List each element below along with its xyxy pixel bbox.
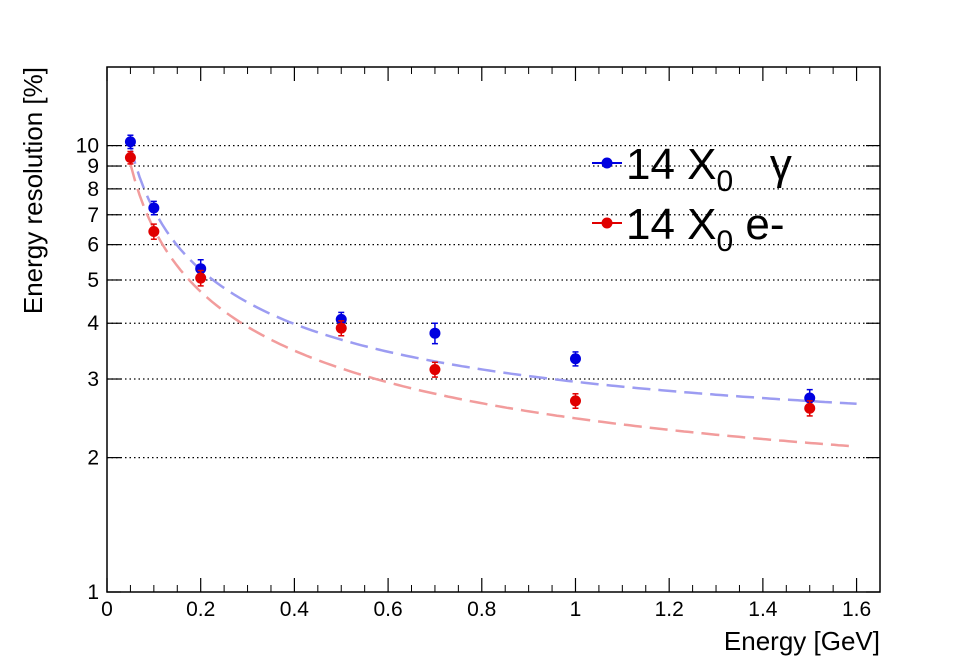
x-tick-label: 1.4	[748, 598, 778, 621]
legend-label: 14 X0 γ	[626, 140, 792, 198]
data-point	[804, 402, 816, 414]
y-tick-label: 7	[87, 204, 99, 227]
data-point	[195, 272, 207, 284]
grid-lines	[107, 145, 880, 459]
fit-curve-0	[129, 146, 857, 406]
y-tick-label: 4	[87, 312, 99, 335]
x-axis-title: Energy [GeV]	[724, 626, 880, 656]
data-point	[148, 202, 160, 214]
x-tick-label: 0.4	[280, 598, 310, 621]
plot-frame	[106, 66, 881, 593]
x-tick-label: 0.8	[467, 598, 496, 621]
y-tick-label: 2	[87, 447, 99, 470]
y-axis-title: Energy resolution [%]	[18, 67, 48, 314]
x-tick-label: 0.6	[373, 598, 402, 621]
fit-curves	[129, 146, 857, 448]
data-point	[335, 313, 347, 325]
data-point	[124, 136, 136, 148]
y-tick-label: 5	[87, 269, 99, 292]
data-point	[569, 353, 581, 365]
fit-curve-1	[129, 163, 857, 448]
y-tick-label: 10	[76, 135, 99, 158]
x-tick-label: 1.6	[842, 598, 871, 621]
data-point	[335, 322, 347, 334]
x-tick-label: 1	[570, 598, 582, 621]
legend-label: 14 X0 e-	[626, 200, 785, 258]
data-point	[124, 152, 136, 164]
data-point	[429, 327, 441, 339]
y-tick-label: 9	[87, 155, 99, 178]
y-tick-label: 1	[87, 581, 99, 604]
data-point	[569, 395, 581, 407]
x-tick-label: 1.2	[655, 598, 684, 621]
y-tick-label: 8	[87, 178, 99, 201]
y-tick-label: 3	[87, 368, 99, 391]
data-points	[124, 134, 816, 417]
x-tick-label: 0	[101, 598, 113, 621]
data-point	[148, 226, 160, 238]
legend-marker	[601, 157, 613, 169]
legend-marker	[601, 217, 613, 229]
data-point	[429, 364, 441, 376]
legend: 14 X0 γ14 X0 e-	[592, 140, 792, 258]
y-tick-label: 6	[87, 234, 99, 257]
data-point	[195, 263, 207, 275]
x-tick-label: 0.2	[186, 598, 215, 621]
